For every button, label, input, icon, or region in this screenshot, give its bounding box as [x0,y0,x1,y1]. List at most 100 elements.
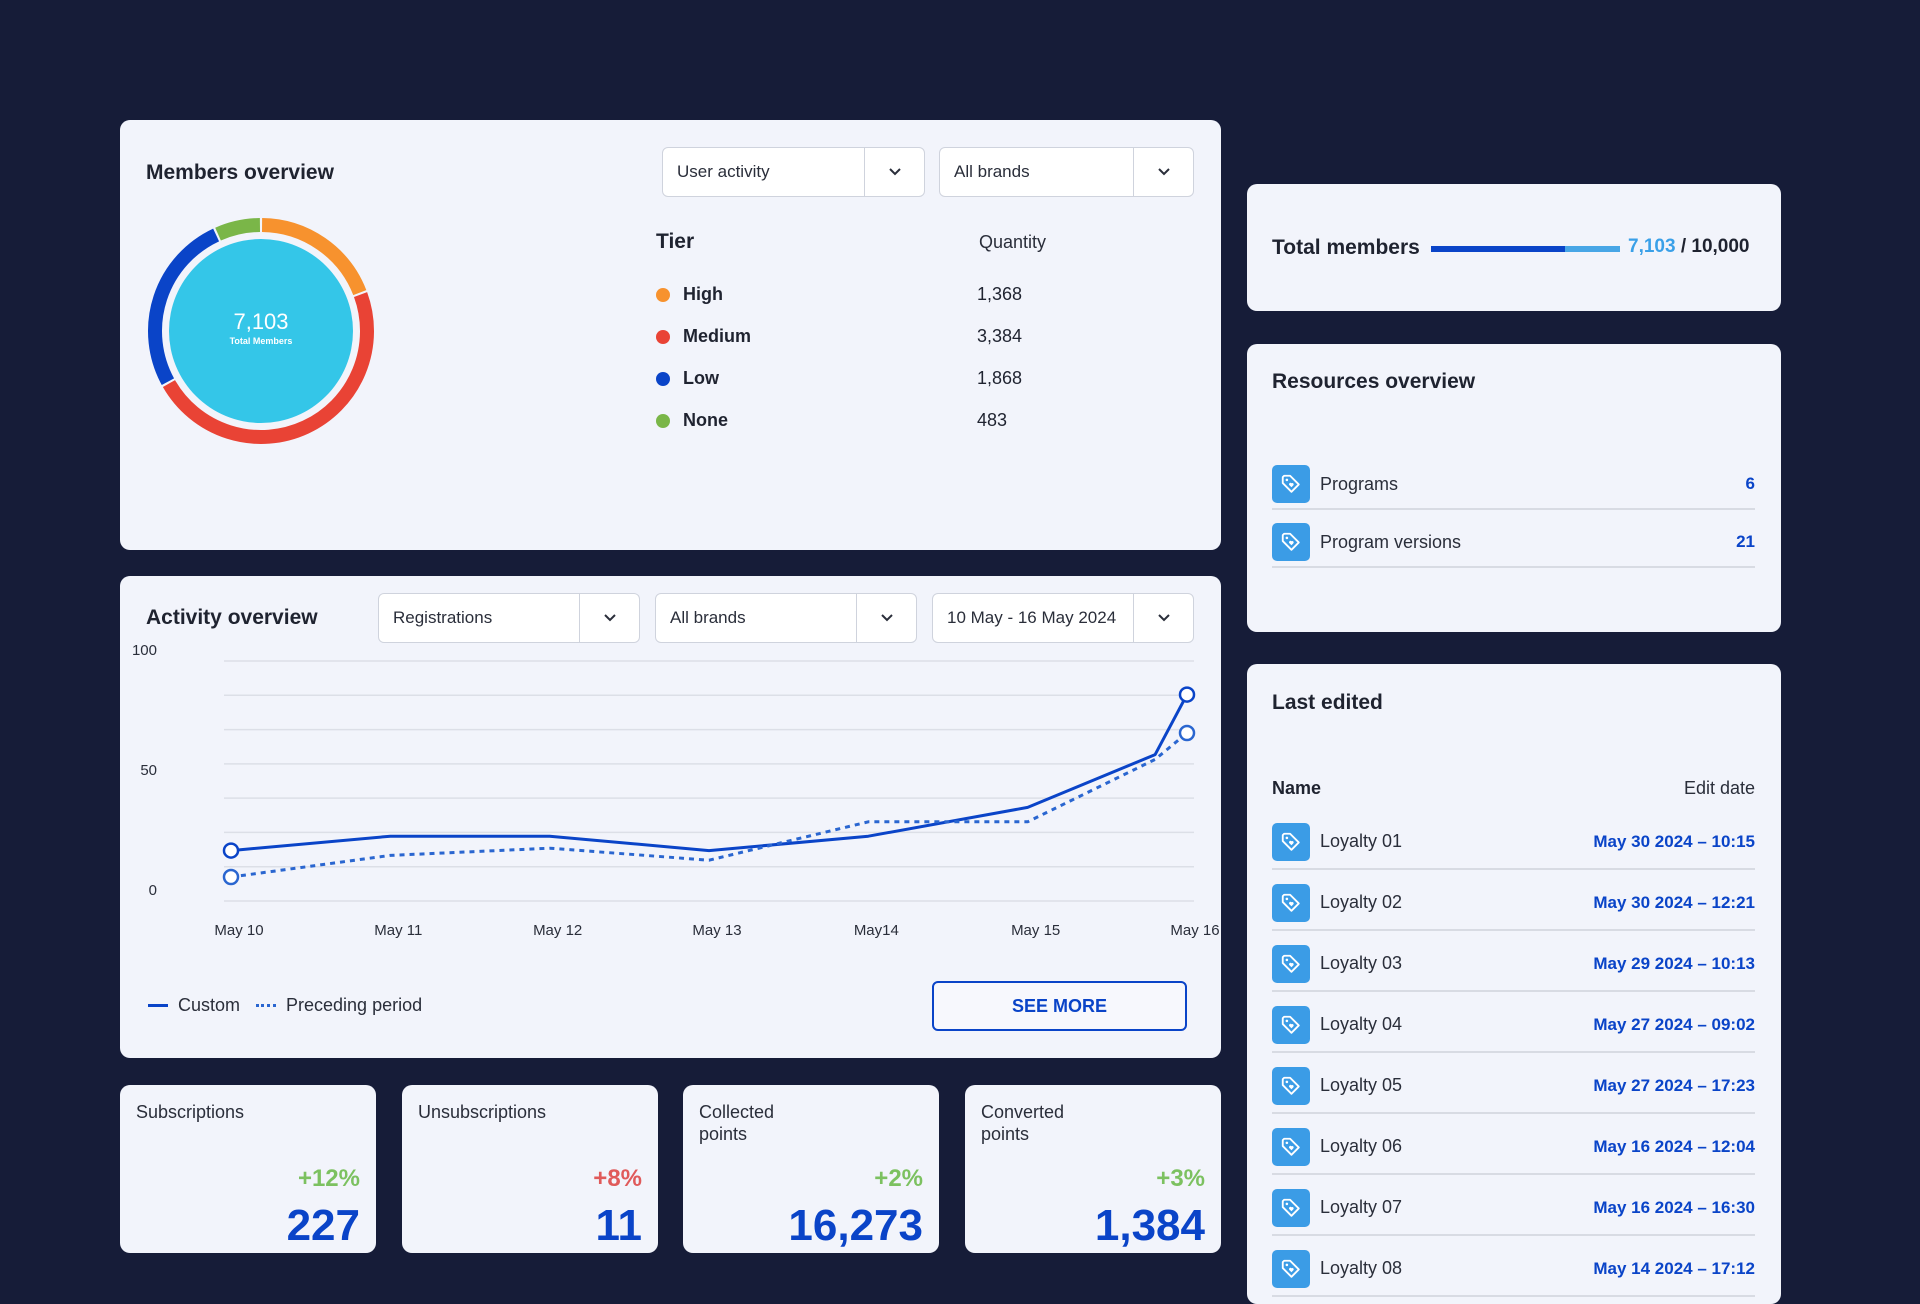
tag-icon [1272,944,1310,983]
chevron-down-icon[interactable] [864,148,924,196]
last-edited-row[interactable]: Loyalty 07 May 16 2024 – 16:30 [1272,1181,1755,1236]
tier-name: Medium [683,326,752,346]
dropdown-value: 10 May - 16 May 2024 [947,608,1117,627]
resource-count: 6 [1745,474,1755,493]
tag-icon [1272,465,1310,503]
item-name: Loyalty 02 [1320,892,1403,912]
edit-date: May 27 2024 – 09:02 [1593,1014,1755,1034]
chevron-down-icon[interactable] [856,594,916,642]
edit-date: May 30 2024 – 10:15 [1593,831,1755,851]
last-edited-row[interactable]: Loyalty 05 May 27 2024 – 17:23 [1272,1059,1755,1114]
tag-icon [1272,1188,1310,1227]
dropdown-value: All brands [670,608,746,627]
donut-center [169,239,353,423]
last-edited-row[interactable]: Loyalty 04 May 27 2024 – 09:02 [1272,998,1755,1053]
resources-overview-title: Resources overview [1272,370,1476,393]
chevron-down-icon[interactable] [579,594,639,642]
item-name: Loyalty 04 [1320,1014,1403,1034]
last-edited-card: Last edited Name Edit date [1247,664,1781,1304]
brand-dropdown[interactable]: All brands [939,147,1194,197]
donut-total-label: Total Members [229,336,293,346]
tier-row: Low 1,868 [656,368,1022,389]
last-edited-row[interactable]: Loyalty 08 May 14 2024 – 17:12 [1272,1242,1755,1297]
edit-date-column-header: Edit date [1683,778,1755,798]
donut-segment-none [215,218,261,241]
dropdown-value: All brands [954,162,1030,181]
tier-row: None 483 [656,410,1007,431]
tag-icon [1272,1066,1310,1105]
tier-color-dot [656,287,670,302]
stat-card: Converted points +3% 1,384 [965,1085,1221,1253]
tier-header: Tier [656,230,695,253]
tier-name: Low [683,368,719,388]
donut-segment-medium [162,292,374,444]
last-edited-row[interactable]: Loyalty 06 May 16 2024 – 12:04 [1272,1120,1755,1175]
legend-preceding-period: Preceding period [286,995,423,1015]
date-range-dropdown[interactable]: 10 May - 16 May 2024 [932,593,1194,643]
chart-legend: Custom Preceding period [148,995,422,1016]
stat-label: Subscriptions [136,1102,245,1122]
resource-name: Programs [1320,473,1399,494]
x-tick-label: May 13 [692,922,741,939]
y-tick-label: 100 [132,642,157,659]
data-point [1178,686,1196,703]
edit-date: May 29 2024 – 10:13 [1593,953,1755,973]
stat-change: +2% [874,1165,923,1192]
see-more-button[interactable]: SEE MORE [932,981,1187,1031]
resource-name: Program versions [1320,531,1462,552]
stat-value: 16,273 [788,1201,923,1250]
stat-value: 227 [286,1201,360,1250]
total-members-card: Total members 7,103 / 10,000 [1247,184,1781,311]
metric-dropdown[interactable]: Registrations [378,593,640,643]
chevron-down-icon[interactable] [1133,594,1193,642]
tag-icon [1272,523,1310,561]
dropdown-value: User activity [677,162,770,181]
stat-label: Converted points [981,1102,1065,1144]
resource-count: 21 [1736,532,1755,551]
total-members-label: Total members [1272,236,1420,259]
item-name: Loyalty 06 [1320,1136,1403,1156]
max-members: 10,000 [1691,236,1750,257]
tag-icon [1272,883,1310,922]
stat-card: Subscriptions +12% 227 [120,1085,376,1253]
tier-color-dot [656,371,670,386]
x-tick-label: May 16 [1170,922,1219,939]
data-point [1178,724,1196,742]
resource-row[interactable]: Program versions 21 [1272,518,1755,568]
y-tick-label: 0 [149,882,157,899]
stat-label: Unsubscriptions [418,1102,547,1122]
legend-custom: Custom [178,995,241,1015]
total-members-count: 7,103 / 10,000 [1628,236,1750,257]
tag-icon [1272,822,1310,861]
edit-date: May 27 2024 – 17:23 [1593,1075,1755,1095]
item-name: Loyalty 01 [1320,831,1403,851]
legend-solid-line-icon [148,1004,168,1007]
stat-card: Collected points +2% 16,273 [683,1085,939,1253]
x-tick-label: May 10 [214,922,263,939]
item-name: Loyalty 05 [1320,1075,1403,1095]
data-point [222,868,240,886]
tier-quantity: 483 [977,410,1008,430]
resource-row[interactable]: Programs 6 [1272,460,1755,510]
chevron-down-icon[interactable] [1133,148,1193,196]
current-members: 7,103 [1628,236,1676,257]
tier-row: High 1,368 [656,284,1022,305]
stat-label: Collected points [699,1102,775,1144]
activity-overview-card: Activity overview Registrations All bran… [120,576,1221,1058]
last-edited-row[interactable]: Loyalty 01 May 30 2024 – 10:15 [1272,815,1755,870]
tag-icon [1272,1127,1310,1166]
x-tick-label: May14 [854,922,899,939]
members-overview-title: Members overview [146,161,334,184]
donut-segment-high [261,218,367,296]
activity-type-dropdown[interactable]: User activity [662,147,925,197]
tier-color-dot [656,413,670,428]
x-tick-label: May 11 [374,922,422,939]
brand-dropdown[interactable]: All brands [655,593,917,643]
last-edited-row[interactable]: Loyalty 02 May 30 2024 – 12:21 [1272,876,1755,931]
stat-change: +3% [1156,1165,1205,1192]
edit-date: May 14 2024 – 17:12 [1593,1258,1755,1278]
total-members-progress [1431,246,1620,252]
last-edited-row[interactable]: Loyalty 03 May 29 2024 – 10:13 [1272,937,1755,992]
legend-dotted-line-icon [256,1004,277,1007]
tier-quantity: 3,384 [977,326,1023,346]
